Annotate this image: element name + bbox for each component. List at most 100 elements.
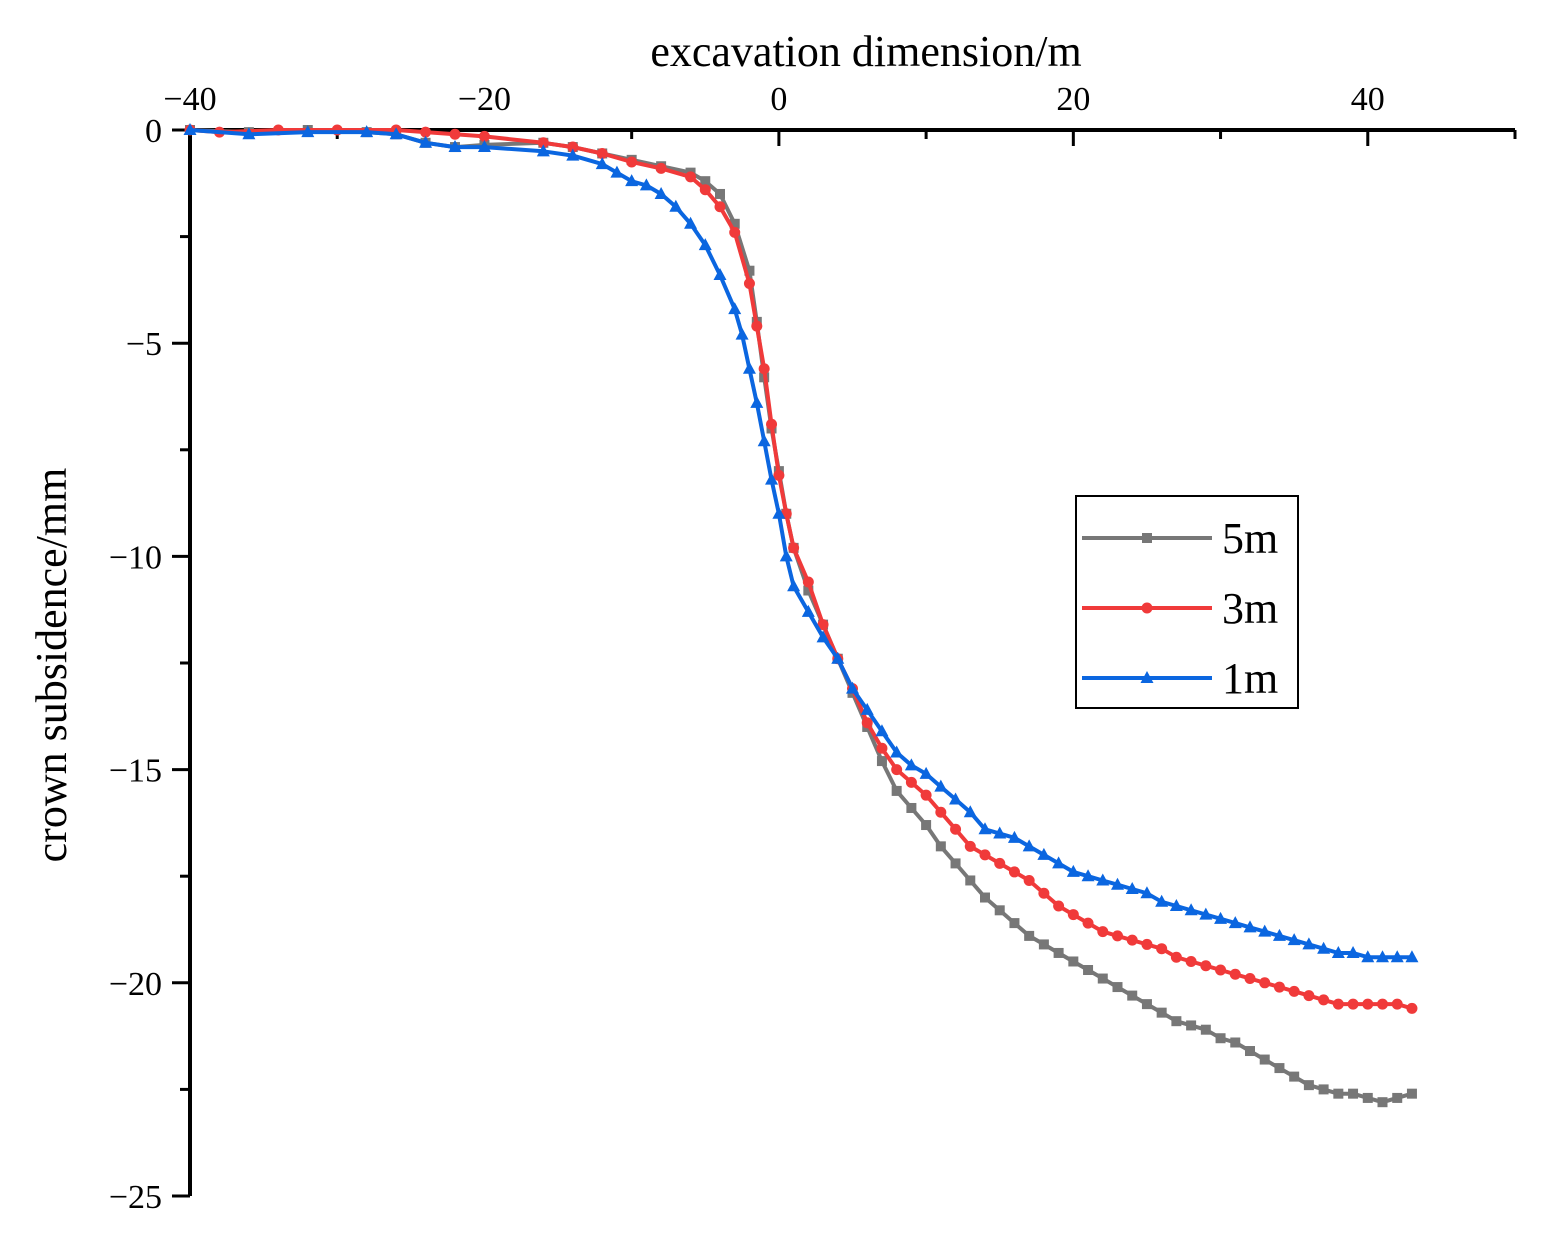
data-point-5m [1274,1063,1285,1074]
data-point-1m [750,395,764,408]
data-point-5m [1392,1092,1403,1103]
data-point-5m [1053,947,1064,958]
data-point-3m [743,278,755,290]
data-point-1m [860,702,874,715]
data-point-1m [779,549,793,562]
x-tick-label: −40 [163,81,216,118]
data-point-3m [1244,973,1256,985]
data-point-1m [1302,937,1316,950]
data-point-3m [1023,874,1035,886]
y-tick-label: −5 [126,326,162,363]
data-point-5m [1156,1007,1167,1018]
data-point-1m [757,434,771,447]
data-point-5m [965,875,976,886]
data-point-3m [1156,943,1168,955]
data-point-3m [729,226,741,238]
series-1m [183,123,1419,963]
data-point-3m [1141,938,1153,950]
data-point-1m [1169,899,1183,912]
data-point-1m [242,127,256,140]
data-point-3m [1259,977,1271,989]
data-point-1m [949,792,963,805]
data-point-3m [478,130,490,142]
data-point-1m [993,826,1007,839]
data-point-5m [1200,1024,1211,1035]
data-point-1m [1199,907,1213,920]
data-point-1m [610,165,624,178]
data-point-3m [876,742,888,754]
legend-label-1m: 1m [1222,654,1278,703]
data-point-3m [596,147,608,159]
data-point-1m [1214,911,1228,924]
data-point-1m [801,604,815,617]
data-point-3m [758,363,770,375]
data-point-5m [1141,999,1152,1010]
y-tick-label: −20 [109,966,162,1003]
data-point-1m [419,135,433,148]
series-3m [184,124,1418,1014]
data-point-3m [817,619,829,631]
data-point-3m [626,156,638,168]
data-point-1m [1258,924,1272,937]
data-point-1m [1184,903,1198,916]
data-point-1m [1361,950,1375,963]
data-point-3m [788,542,800,554]
data-point-3m [802,576,814,588]
data-point-5m [1068,956,1079,967]
data-point-1m [669,199,683,212]
data-point-3m [420,126,432,138]
legend-box [1075,495,1299,709]
data-point-5m [1009,918,1020,929]
data-point-3m [1170,951,1182,963]
data-point-1m [566,148,580,161]
data-point-5m [1245,1046,1255,1057]
data-point-1m [684,216,698,229]
data-point-3m [1097,926,1109,938]
data-point-5m [906,802,917,813]
data-point-3m [964,840,976,852]
data-point-5m [700,176,711,187]
data-point-1m [1111,877,1124,890]
data-point-5m [1333,1088,1344,1099]
data-point-5m [1289,1071,1300,1082]
data-point-1m [978,822,992,835]
data-point-1m [1022,839,1036,852]
x-tick-label: 0 [770,81,787,118]
data-point-3m [1377,998,1388,1010]
data-point-3m [1273,981,1285,993]
data-point-3m [1288,985,1300,997]
data-point-1m [1096,873,1110,886]
data-point-3m [449,128,461,140]
data-point-5m [876,756,887,767]
data-point-3m [766,418,778,430]
data-point-1m [1346,945,1360,958]
data-point-1m [787,579,801,592]
data-point-1m [1243,920,1257,933]
data-point-1m [1376,950,1389,963]
legend: 5m 3m 1m [1075,495,1299,709]
data-point-3m [905,776,917,788]
data-point-3m [920,789,932,801]
data-point-1m [477,140,491,153]
data-point-5m [980,892,990,903]
data-point-1m [448,140,462,153]
data-point-3m [1391,998,1403,1010]
x-axis-title: excavation dimension/m [650,27,1081,76]
data-point-1m [1317,941,1331,954]
data-point-3m [655,162,667,174]
data-point-1m [639,178,653,191]
data-point-5m [1377,1097,1388,1108]
data-point-1m [301,125,315,138]
y-tick-label: −10 [109,539,162,576]
data-point-3m [1008,866,1020,878]
data-point-3m [1067,909,1079,921]
data-point-5m [1038,939,1049,950]
y-tick-label: −15 [109,753,162,790]
data-point-1m [816,630,830,643]
data-point-1m [919,766,933,779]
data-point-3m [537,137,549,149]
data-point-5m [1406,1088,1417,1099]
data-point-5m [1127,990,1138,1001]
data-point-5m [715,188,725,199]
